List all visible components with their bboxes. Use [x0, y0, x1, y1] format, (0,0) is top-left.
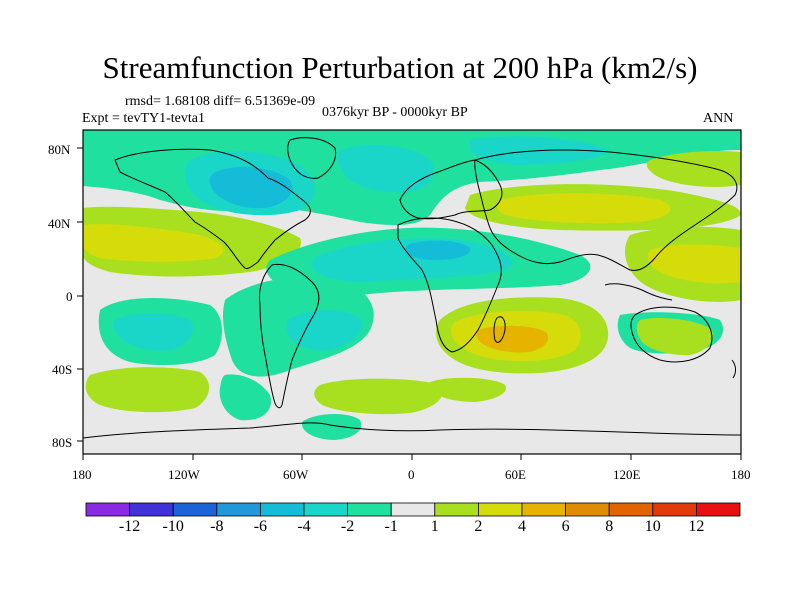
colorbar-label-4: -4 [297, 518, 311, 535]
contour-neg4-north-america [209, 166, 293, 209]
colorbar-swatch-6 [347, 502, 392, 517]
contour-pos2-south-indian-west [428, 377, 506, 402]
ytick-label-80n: 80N [48, 142, 71, 157]
colorbar [85, 502, 741, 517]
coastline-antarctica [83, 422, 741, 439]
xtick-label-180e: 180 [731, 467, 751, 482]
contour-neg2-south-pacific [113, 313, 194, 351]
colorbar-label-7: 1 [430, 518, 439, 535]
season-label: ANN [703, 111, 734, 126]
xtick-label-60w: 60W [283, 467, 309, 482]
coastline-australia [630, 306, 713, 363]
colorbar-swatch-0 [85, 502, 130, 517]
colorbar-label-9: 4 [518, 518, 526, 535]
ytick-label-80s: 80S [52, 435, 73, 450]
contour-neg1-south-ocean [219, 374, 271, 421]
ytick-label-40n: 40N [48, 216, 71, 231]
colorbar-swatch-2 [172, 502, 218, 517]
xtick-label-180w: 180 [72, 467, 92, 482]
colorbar-label-5: -2 [340, 518, 355, 535]
map-title: Streamfunction Perturbation at 200 hPa (… [102, 50, 698, 85]
colorbar-swatch-13 [652, 502, 697, 517]
contour-neg1-antarctic-shelf [301, 414, 362, 440]
coastline-africa [397, 217, 502, 353]
contour-pos4-north-pacific-east [83, 224, 224, 262]
coastline-madagascar [493, 316, 506, 343]
map-frame [77, 129, 742, 460]
colorbar-label-1: -10 [162, 518, 184, 535]
contour-pos4-north-pacific-west [647, 244, 741, 284]
xtick-label-60e: 60E [505, 467, 526, 482]
coastline-asia [474, 149, 738, 271]
colorbar-swatch-11 [565, 502, 610, 517]
contour-pos2-south-pacific [85, 367, 210, 413]
contour-pos2-south-indian-east [636, 318, 713, 356]
colorbar-swatch-7 [390, 502, 436, 517]
colorbar-swatch-8 [434, 502, 479, 517]
colorbar-label-11: 8 [605, 518, 614, 535]
period-label: 0376kyr BP - 0000kyr BP [322, 105, 468, 120]
ytick-label-0: 0 [66, 289, 73, 304]
ytick-label-40s: 40S [52, 362, 73, 377]
colorbar-label-6: -1 [384, 518, 398, 535]
coastline-indonesia [604, 283, 673, 301]
colorbar-swatch-4 [259, 502, 305, 517]
colorbar-label-10: 6 [561, 518, 570, 535]
contour-neg4-tropics [405, 240, 471, 260]
xtick-label-120w: 120W [168, 467, 200, 482]
coastlines [83, 137, 741, 439]
contour-neg2-europe [337, 144, 434, 193]
rmsd-stats: rmsd= 1.68108 diff= 6.51369e-09 [125, 94, 316, 109]
colorbar-swatch-10 [521, 502, 566, 517]
contour-pos4-north-asia [496, 193, 671, 224]
colorbar-label-13: 12 [688, 518, 705, 535]
contour-field [83, 130, 741, 454]
colorbar-swatch-5 [303, 502, 348, 517]
colorbar-label-8: 2 [474, 518, 483, 535]
colorbar-label-0: -12 [118, 518, 141, 535]
coastline-south-america [259, 263, 320, 409]
colorbar-swatch-14 [696, 502, 741, 517]
colorbar-label-12: 10 [644, 518, 661, 535]
colorbar-swatch-9 [477, 502, 523, 517]
xtick-label-120e: 120E [613, 467, 641, 482]
colorbar-label-2: -8 [210, 518, 224, 535]
tick-marks [77, 147, 742, 460]
colorbar-swatch-12 [608, 502, 654, 517]
coastline-new-zealand [731, 359, 736, 379]
contour-neg2-south-atlantic [286, 309, 363, 351]
coastline-north-america [114, 148, 311, 269]
coastline-greenland [287, 137, 337, 179]
contour-pos2-southern-ocean [314, 378, 443, 415]
colorbar-label-3: -6 [253, 518, 268, 535]
xtick-label-0: 0 [408, 467, 415, 482]
colorbar-swatch-3 [216, 502, 261, 517]
experiment-label: Expt = tevTY1-tevta1 [82, 111, 205, 126]
colorbar-swatch-1 [129, 502, 174, 517]
